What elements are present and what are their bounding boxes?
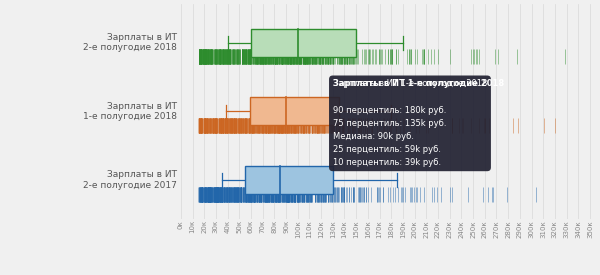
Bar bbox=[245, 166, 333, 194]
Text: Зарплаты в ИТ 1-е полугодие 2018: Зарплаты в ИТ 1-е полугодие 2018 bbox=[333, 79, 504, 88]
Bar bbox=[251, 29, 356, 57]
Text: Зарплаты в ИТ
2-е полугодие 2017: Зарплаты в ИТ 2-е полугодие 2017 bbox=[83, 170, 176, 190]
Text: Зарплаты в ИТ 1-е полугодие 2018

90 перцентиль: 180k руб.
75 перцентиль: 135k р: Зарплаты в ИТ 1-е полугодие 2018 90 перц… bbox=[333, 79, 487, 167]
Text: Зарплаты в ИТ
1-е полугодие 2018: Зарплаты в ИТ 1-е полугодие 2018 bbox=[83, 102, 176, 121]
Bar bbox=[250, 97, 338, 125]
Text: Зарплаты в ИТ
2-е полугодие 2018: Зарплаты в ИТ 2-е полугодие 2018 bbox=[83, 33, 176, 53]
